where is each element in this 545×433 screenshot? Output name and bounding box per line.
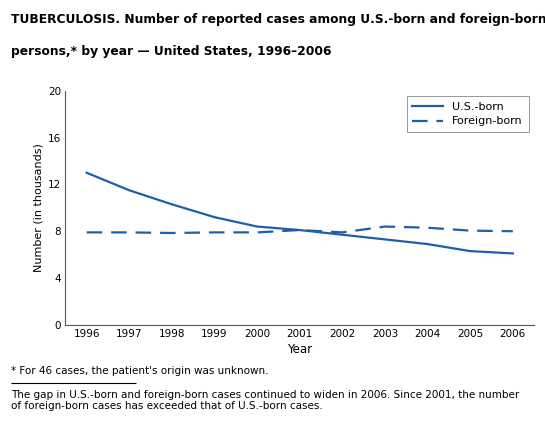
Legend: U.S.-born, Foreign-born: U.S.-born, Foreign-born [407, 97, 529, 132]
Text: TUBERCULOSIS. Number of reported cases among U.S.-born and foreign-born: TUBERCULOSIS. Number of reported cases a… [11, 13, 545, 26]
Text: * For 46 cases, the patient's origin was unknown.: * For 46 cases, the patient's origin was… [11, 366, 268, 376]
Text: persons,* by year — United States, 1996–2006: persons,* by year — United States, 1996–… [11, 45, 331, 58]
Y-axis label: Number (in thousands): Number (in thousands) [34, 143, 44, 272]
Text: The gap in U.S.-born and foreign-born cases continued to widen in 2006. Since 20: The gap in U.S.-born and foreign-born ca… [11, 390, 519, 411]
X-axis label: Year: Year [287, 343, 312, 356]
